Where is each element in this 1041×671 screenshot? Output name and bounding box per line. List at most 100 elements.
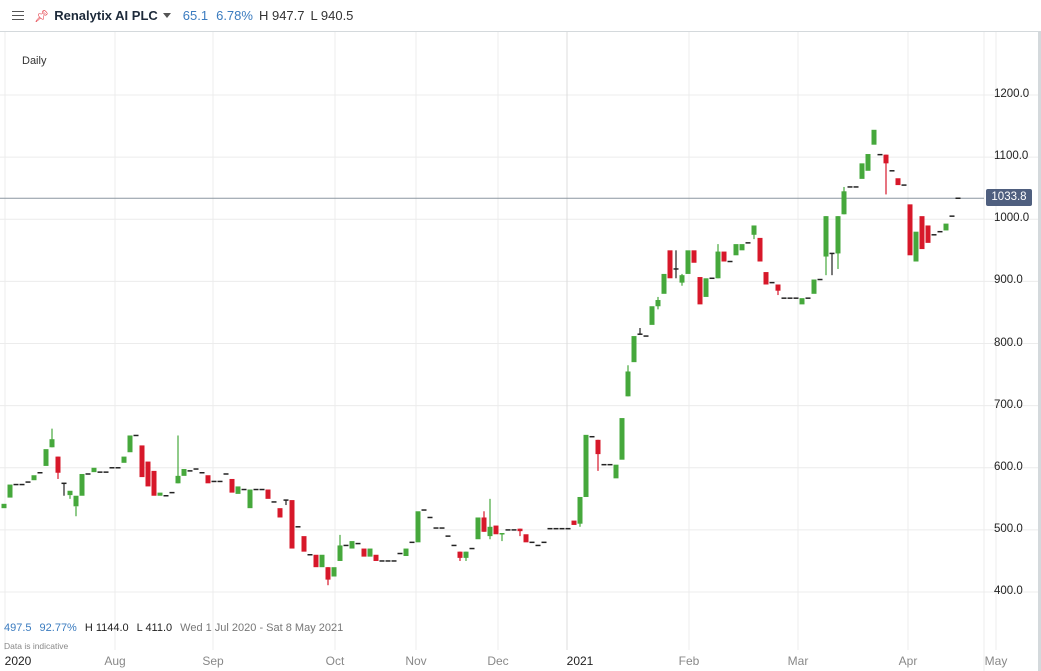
chevron-down-icon[interactable] — [162, 13, 171, 18]
candle[interactable] — [301, 536, 307, 552]
candle[interactable] — [679, 273, 685, 286]
candle[interactable] — [811, 279, 817, 294]
candle[interactable] — [361, 548, 367, 557]
range-low: L 411.0 — [136, 622, 173, 634]
candle[interactable] — [871, 129, 877, 145]
candle[interactable] — [829, 252, 835, 276]
candle[interactable] — [289, 500, 295, 549]
candle[interactable] — [403, 548, 409, 557]
candle[interactable] — [841, 186, 847, 215]
candle[interactable] — [229, 478, 235, 493]
candle[interactable] — [799, 298, 805, 305]
candle[interactable] — [913, 231, 919, 262]
candle[interactable] — [895, 178, 901, 186]
candle[interactable] — [721, 251, 727, 262]
candle[interactable] — [235, 486, 241, 494]
candle[interactable] — [493, 525, 499, 535]
candle[interactable] — [613, 464, 619, 479]
candle[interactable] — [703, 278, 709, 297]
candle[interactable] — [751, 225, 757, 240]
instrument-title[interactable]: Renalytix AI PLC — [54, 8, 158, 23]
y-tick-label: 600.0 — [994, 460, 1023, 473]
candle[interactable] — [331, 567, 337, 577]
candle[interactable] — [835, 216, 841, 269]
candle[interactable] — [763, 272, 769, 285]
candle[interactable] — [7, 484, 13, 498]
candle[interactable] — [61, 482, 67, 496]
candle[interactable] — [697, 277, 703, 305]
candle[interactable] — [667, 250, 673, 279]
candle[interactable] — [415, 511, 421, 543]
candle[interactable] — [919, 216, 925, 250]
candle[interactable] — [661, 273, 667, 294]
candle[interactable] — [925, 225, 931, 243]
candle[interactable] — [337, 534, 343, 561]
candle[interactable] — [655, 296, 661, 310]
pushpin-icon[interactable]: 📌︎ — [34, 8, 50, 23]
candle[interactable] — [775, 284, 781, 296]
candle[interactable] — [265, 489, 271, 499]
candle[interactable] — [367, 548, 373, 557]
candle[interactable] — [373, 554, 379, 561]
candle[interactable] — [283, 499, 289, 506]
candle[interactable] — [1, 503, 7, 509]
candle[interactable] — [127, 435, 133, 453]
candle[interactable] — [475, 517, 481, 540]
candle[interactable] — [865, 154, 871, 171]
candle[interactable] — [313, 554, 319, 568]
candle[interactable] — [673, 250, 679, 279]
candle[interactable] — [463, 551, 469, 561]
candle[interactable] — [319, 554, 325, 568]
candle[interactable] — [715, 244, 721, 279]
candle[interactable] — [733, 244, 739, 256]
candle[interactable] — [67, 490, 73, 499]
candle[interactable] — [247, 489, 253, 509]
candle[interactable] — [637, 327, 643, 335]
candle[interactable] — [481, 511, 487, 532]
candle[interactable] — [595, 439, 601, 471]
candle[interactable] — [181, 469, 187, 476]
candle[interactable] — [205, 475, 211, 484]
candle[interactable] — [121, 456, 127, 463]
candle[interactable] — [517, 528, 523, 537]
candle[interactable] — [151, 470, 157, 496]
candle[interactable] — [691, 250, 697, 263]
x-tick-label: 2020 — [4, 654, 32, 668]
candle[interactable] — [49, 428, 55, 448]
candle[interactable] — [631, 336, 637, 363]
candle[interactable] — [739, 244, 745, 251]
candle[interactable] — [457, 551, 463, 561]
candle[interactable] — [91, 467, 97, 473]
candle[interactable] — [487, 498, 493, 540]
candle[interactable] — [43, 449, 49, 466]
candle[interactable] — [55, 456, 61, 479]
candle[interactable] — [649, 306, 655, 325]
candle[interactable] — [349, 541, 355, 549]
candle[interactable] — [79, 473, 85, 496]
candle[interactable] — [139, 445, 145, 478]
candlestick-chart[interactable] — [0, 32, 1038, 671]
candle[interactable] — [145, 461, 151, 487]
candle[interactable] — [499, 533, 505, 542]
candle[interactable] — [757, 237, 763, 262]
candle[interactable] — [625, 365, 631, 397]
candle[interactable] — [883, 154, 889, 195]
candle[interactable] — [571, 520, 577, 525]
candle[interactable] — [577, 496, 583, 527]
hamburger-icon[interactable] — [12, 10, 24, 21]
candle[interactable] — [523, 534, 529, 543]
candle[interactable] — [619, 418, 625, 460]
candle[interactable] — [859, 163, 865, 179]
candle[interactable] — [685, 250, 691, 274]
candle[interactable] — [157, 492, 163, 496]
candle[interactable] — [907, 204, 913, 256]
candle[interactable] — [583, 434, 589, 497]
candle[interactable] — [823, 216, 829, 276]
candle[interactable] — [277, 508, 283, 518]
range-stats: 497.5 92.77% H 1144.0 L 411.0 Wed 1 Jul … — [4, 622, 343, 634]
candle[interactable] — [73, 495, 79, 517]
candle[interactable] — [31, 475, 37, 481]
candle[interactable] — [943, 223, 949, 231]
candle[interactable] — [325, 567, 331, 586]
candle[interactable] — [175, 435, 181, 484]
